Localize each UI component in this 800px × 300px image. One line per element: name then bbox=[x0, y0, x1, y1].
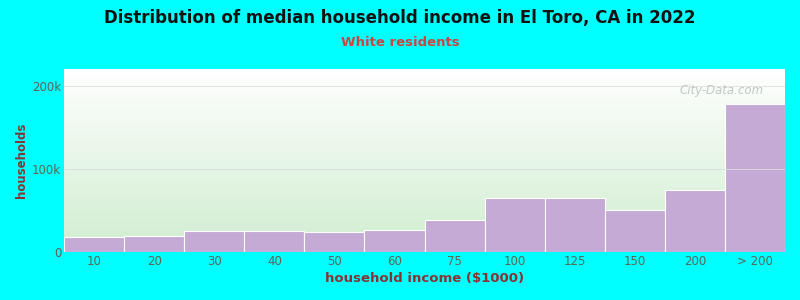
Y-axis label: households: households bbox=[15, 123, 28, 198]
Bar bbox=[365, 230, 425, 252]
Bar bbox=[725, 104, 785, 252]
Bar bbox=[665, 190, 725, 252]
Bar bbox=[425, 220, 485, 252]
Text: City-Data.com: City-Data.com bbox=[679, 84, 763, 97]
X-axis label: household income ($1000): household income ($1000) bbox=[325, 272, 524, 285]
Text: Distribution of median household income in El Toro, CA in 2022: Distribution of median household income … bbox=[104, 9, 696, 27]
Bar bbox=[124, 236, 184, 252]
Bar bbox=[485, 198, 545, 252]
Bar bbox=[184, 231, 244, 252]
Bar bbox=[244, 231, 304, 252]
Bar bbox=[64, 237, 124, 252]
Bar bbox=[605, 211, 665, 252]
Bar bbox=[304, 232, 365, 252]
Bar bbox=[545, 198, 605, 252]
Text: White residents: White residents bbox=[341, 36, 459, 49]
